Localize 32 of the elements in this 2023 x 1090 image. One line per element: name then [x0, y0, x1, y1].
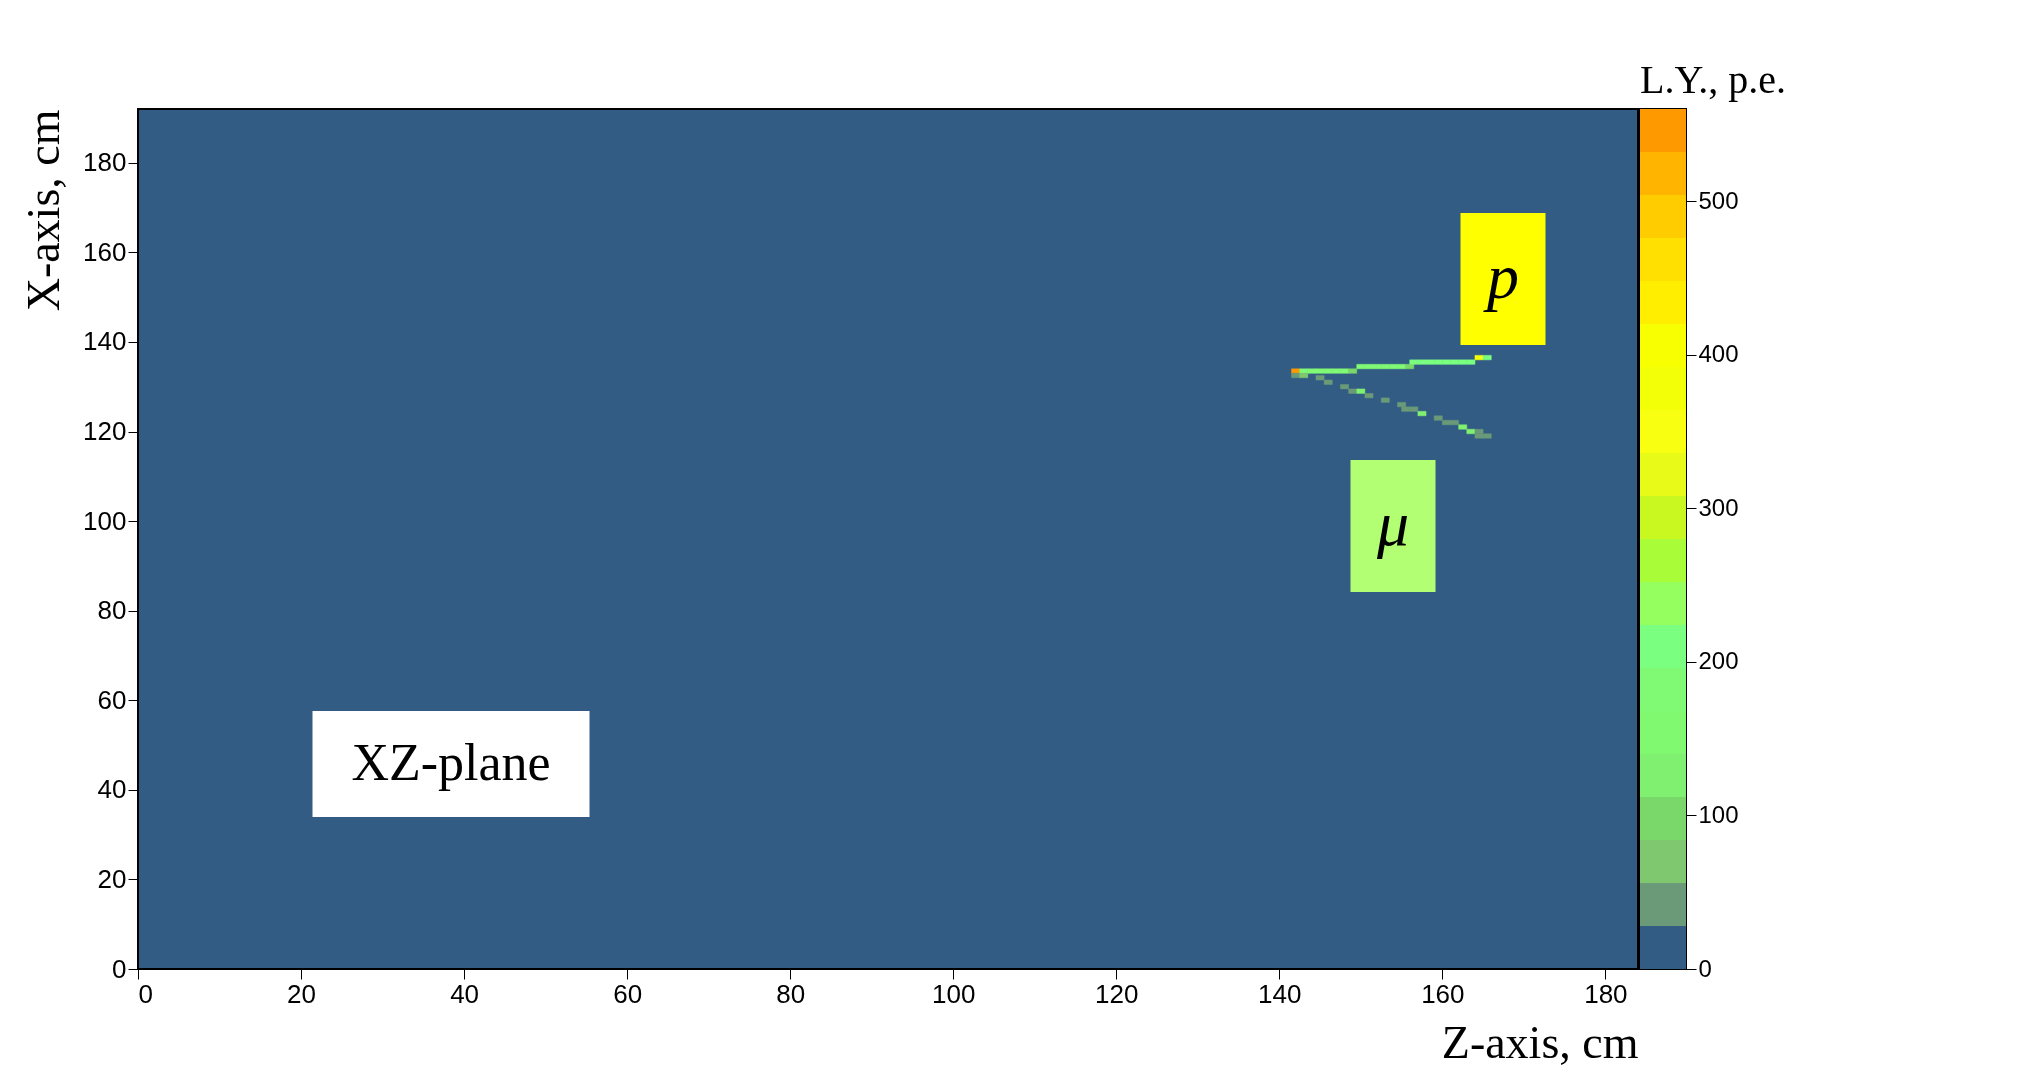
y-tick-label: 100: [83, 505, 127, 536]
x-tick-label: 120: [1095, 978, 1139, 1009]
x-tick-label: 40: [450, 978, 480, 1009]
color-bar-label: 500: [1698, 186, 1739, 214]
x-tick-label: 80: [776, 978, 806, 1009]
x-tick-label: 60: [613, 978, 643, 1009]
y-tick-label: 40: [97, 774, 127, 805]
x-tick-label: 180: [1584, 978, 1628, 1009]
color-bar-label: 300: [1698, 493, 1739, 521]
color-bar-label: 100: [1698, 800, 1739, 828]
y-tick-label: 20: [97, 863, 127, 894]
y-tick-label: 60: [97, 684, 127, 715]
y-tick-label: 160: [83, 236, 127, 267]
x-tick-label: 100: [932, 978, 976, 1009]
y-tick-label: 140: [83, 326, 127, 357]
y-tick-label: 120: [83, 416, 127, 446]
y-axis-title: X-axis, cm: [18, 109, 70, 312]
color-bar-label: 400: [1698, 340, 1739, 368]
x-axis-title: Z-axis, cm: [1441, 1016, 1639, 1068]
x-tick-label: 0: [138, 978, 153, 1009]
x-tick-label: 20: [287, 978, 316, 1009]
annotation: μ: [1375, 488, 1410, 559]
x-tick-label: 140: [1258, 978, 1302, 1009]
annotation: p: [1483, 241, 1519, 312]
color-bar-label: 0: [1698, 954, 1712, 982]
color-bar-title: L.Y., p.e.: [1640, 57, 1786, 102]
x-tick-label: 160: [1421, 978, 1465, 1009]
y-tick-label: 0: [112, 953, 127, 984]
y-tick-label: 180: [83, 147, 127, 178]
y-tick-label: 80: [97, 595, 127, 626]
annotation: XZ-plane: [351, 734, 551, 791]
color-bar-label: 200: [1698, 647, 1739, 675]
